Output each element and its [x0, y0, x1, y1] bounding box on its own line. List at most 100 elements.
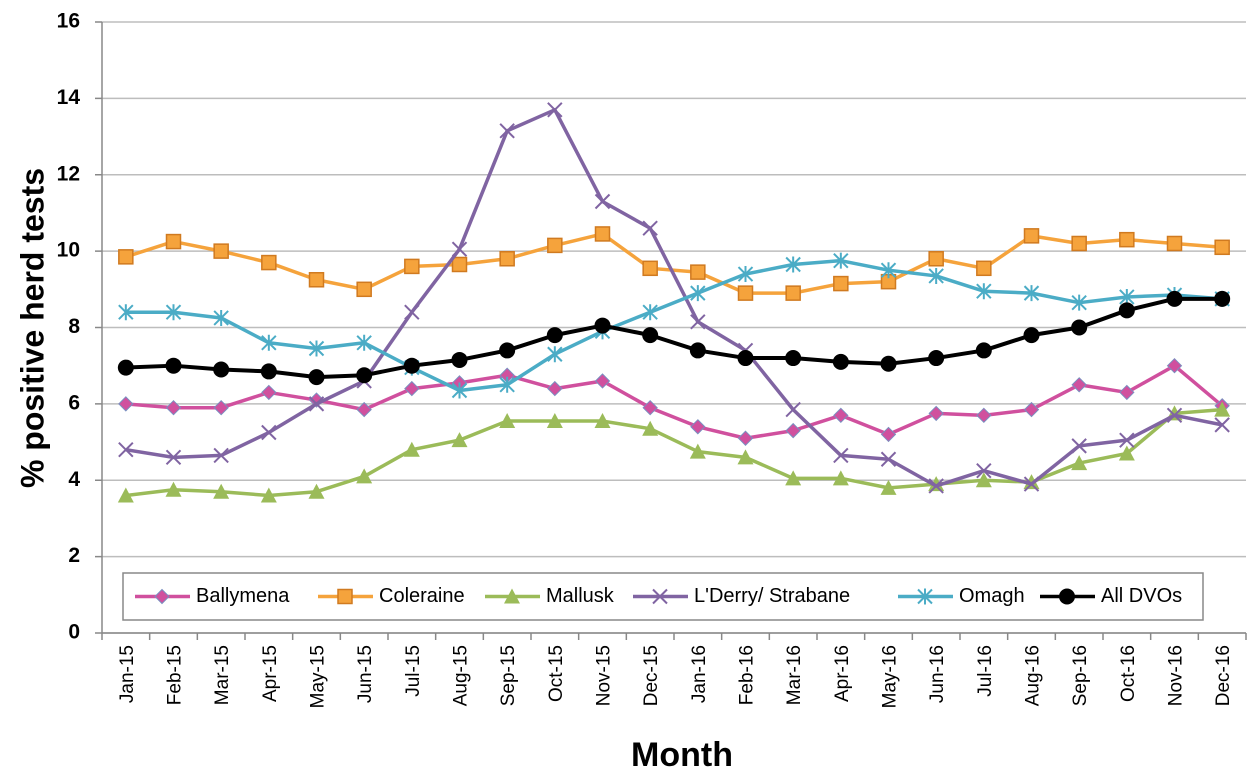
- marker: [594, 373, 611, 389]
- marker: [880, 479, 897, 495]
- marker: [451, 432, 468, 448]
- series-line: [125, 258, 1223, 393]
- marker: [308, 396, 325, 412]
- marker: [499, 413, 516, 429]
- marker: [165, 449, 182, 466]
- x-tick-label: Dec-15: [641, 645, 662, 706]
- marker: [356, 401, 372, 418]
- marker: [642, 220, 658, 236]
- x-tick-label: Sep-16: [1070, 645, 1091, 706]
- marker: [213, 309, 229, 326]
- marker: [690, 419, 706, 435]
- legend-label: Mallusk: [546, 585, 615, 607]
- series-line: [125, 296, 1223, 380]
- marker: [499, 376, 515, 393]
- marker: [1023, 327, 1040, 344]
- marker: [1214, 401, 1231, 417]
- marker: [499, 123, 515, 139]
- marker: [213, 447, 229, 464]
- marker: [1119, 288, 1135, 305]
- marker: [917, 588, 933, 605]
- marker: [1071, 377, 1087, 393]
- marker: [976, 283, 992, 300]
- x-tick-label: Oct-16: [1118, 645, 1139, 702]
- marker: [833, 252, 849, 269]
- x-tick-label: Dec-16: [1213, 645, 1234, 706]
- marker: [451, 241, 468, 257]
- marker: [1023, 474, 1040, 490]
- x-tick-label: Jun-15: [355, 645, 376, 703]
- marker: [737, 449, 754, 465]
- marker: [1071, 294, 1087, 311]
- marker: [975, 342, 992, 359]
- y-tick-label: 10: [57, 239, 80, 262]
- marker: [737, 266, 754, 283]
- y-tick-label: 14: [57, 86, 81, 109]
- x-tick-label: Apr-16: [832, 645, 853, 702]
- marker: [1119, 384, 1135, 401]
- marker: [404, 258, 420, 275]
- marker: [1214, 417, 1230, 433]
- marker: [1071, 235, 1087, 252]
- marker: [356, 334, 372, 351]
- marker: [165, 399, 182, 416]
- marker: [689, 342, 706, 359]
- marker: [690, 264, 706, 280]
- marker: [642, 420, 659, 436]
- marker: [594, 226, 611, 242]
- marker: [880, 355, 897, 372]
- marker: [594, 317, 611, 334]
- marker: [928, 350, 945, 367]
- marker: [1059, 588, 1075, 605]
- marker: [642, 327, 659, 344]
- legend-label: Coleraine: [379, 585, 465, 607]
- marker: [976, 407, 992, 424]
- series-line: [125, 232, 1223, 295]
- marker: [356, 367, 373, 384]
- marker: [213, 483, 230, 499]
- y-tick-label: 2: [68, 544, 80, 567]
- marker: [1118, 302, 1135, 319]
- marker: [1119, 432, 1135, 448]
- marker: [118, 249, 134, 265]
- series-line: [125, 363, 1224, 440]
- marker: [451, 351, 468, 368]
- marker: [1071, 455, 1088, 471]
- marker: [880, 451, 897, 467]
- marker: [118, 396, 134, 412]
- marker: [546, 413, 563, 429]
- marker: [451, 382, 468, 399]
- marker: [785, 401, 801, 418]
- marker: [1071, 319, 1088, 336]
- marker: [403, 357, 420, 374]
- x-tick-label: Aug-16: [1023, 645, 1044, 706]
- marker: [642, 304, 658, 321]
- marker: [308, 369, 325, 386]
- x-tick-label: Mar-15: [212, 645, 233, 705]
- marker: [975, 472, 992, 488]
- marker: [546, 327, 563, 344]
- marker: [213, 361, 230, 378]
- marker: [689, 443, 706, 459]
- marker: [737, 350, 754, 367]
- x-axis-label: Month: [631, 736, 733, 774]
- marker: [1214, 290, 1231, 307]
- marker: [547, 237, 563, 254]
- marker: [404, 304, 420, 320]
- marker: [652, 588, 668, 605]
- marker: [118, 441, 134, 458]
- marker: [785, 422, 801, 439]
- marker: [451, 256, 468, 273]
- x-tick-label: Jul-15: [403, 645, 424, 697]
- marker: [833, 275, 849, 292]
- marker: [690, 285, 706, 302]
- series-line: [125, 407, 1223, 498]
- marker: [976, 260, 992, 277]
- marker: [356, 281, 372, 298]
- marker: [261, 254, 277, 271]
- y-tick-label: 4: [68, 468, 80, 491]
- series-line: [125, 108, 1223, 488]
- marker: [165, 357, 182, 374]
- marker: [1119, 231, 1135, 248]
